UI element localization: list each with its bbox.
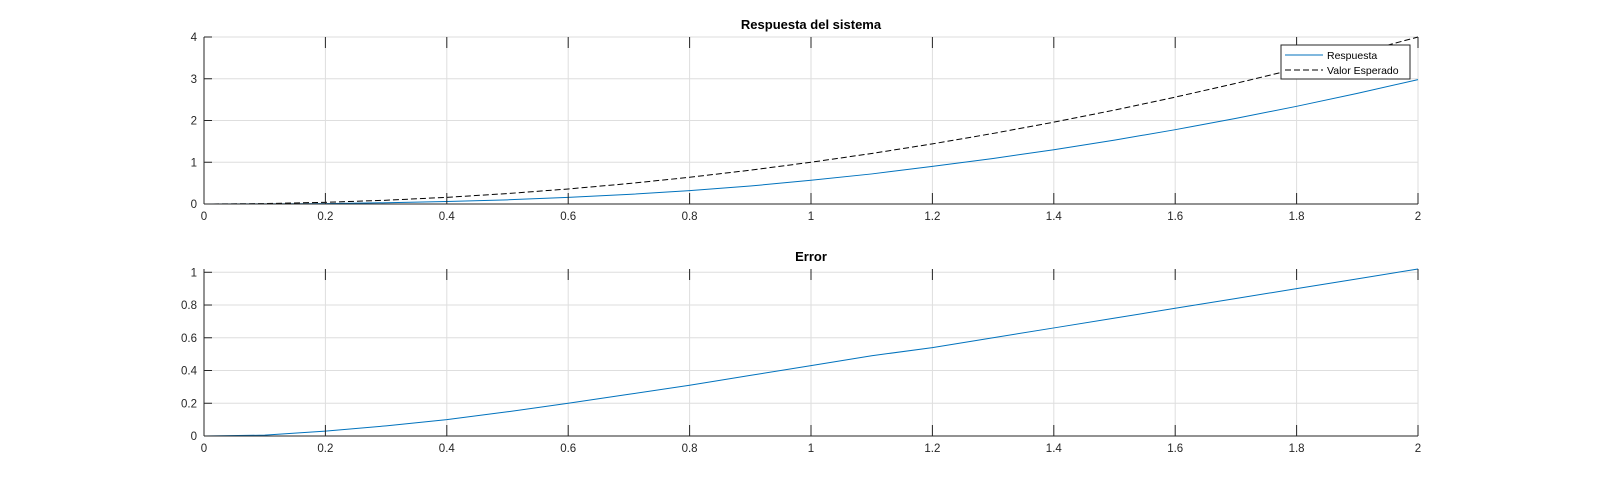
y-tick-label: 1 bbox=[191, 157, 197, 169]
legend-label-valor-esperado: Valor Esperado bbox=[1327, 65, 1399, 77]
plot-lines bbox=[203, 268, 1419, 437]
legend-label-respuesta: Respuesta bbox=[1327, 50, 1377, 62]
y-tick-label: 3 bbox=[191, 74, 197, 86]
y-tick-label: 0 bbox=[191, 431, 197, 443]
x-tick-label: 0.8 bbox=[682, 443, 698, 455]
series-line-respuesta bbox=[203, 79, 1419, 205]
plot-lines bbox=[203, 36, 1419, 205]
x-tick-label: 0.6 bbox=[560, 443, 576, 455]
x-tick-label: 1.2 bbox=[924, 211, 940, 223]
x-tick-label: 1.2 bbox=[924, 443, 940, 455]
axes-frame bbox=[203, 269, 1419, 437]
chart-title: Error bbox=[795, 249, 827, 264]
legend-box bbox=[1280, 44, 1411, 80]
tick-labels: 0 0.2 0.4 0.6 0.8 1 1.2 1.4 1.6 1.8 2 0 1 2 3 4 bbox=[191, 32, 1422, 223]
x-tick-label: 1.4 bbox=[1046, 443, 1063, 455]
x-tick-label: 1.6 bbox=[1167, 211, 1183, 223]
x-tick-label: 1 bbox=[808, 211, 814, 223]
y-tick-label: 4 bbox=[191, 32, 198, 44]
y-tick-label: 2 bbox=[191, 116, 197, 128]
x-tick-label: 1.8 bbox=[1289, 443, 1305, 455]
axes-error: Error 0 0.2 0.4 0.6 0.8 1 1.2 1.4 1.6 1.8 2 0 0.2 0.4… bbox=[181, 249, 1421, 455]
x-tick-label: 1.4 bbox=[1046, 211, 1063, 223]
legend: Respuesta Valor Esperado bbox=[1280, 44, 1411, 80]
axes-frame bbox=[203, 36, 1419, 205]
x-tick-label: 1 bbox=[808, 443, 814, 455]
x-tick-label: 0 bbox=[201, 211, 207, 223]
y-tick-label: 0.4 bbox=[181, 366, 198, 378]
x-tick-label: 0.4 bbox=[439, 211, 456, 223]
series-line-error bbox=[203, 268, 1419, 437]
series-line-valor-esperado bbox=[203, 36, 1419, 205]
y-tick-label: 0.2 bbox=[181, 398, 197, 410]
x-tick-label: 2 bbox=[1415, 443, 1421, 455]
x-tick-label: 1.8 bbox=[1289, 211, 1305, 223]
x-tick-label: 0 bbox=[201, 443, 207, 455]
x-tick-label: 0.4 bbox=[439, 443, 456, 455]
y-tick-label: 0.8 bbox=[181, 300, 197, 312]
x-tick-label: 2 bbox=[1415, 211, 1421, 223]
x-tick-label: 1.6 bbox=[1167, 443, 1183, 455]
y-tick-label: 0 bbox=[191, 199, 197, 211]
x-tick-label: 0.8 bbox=[682, 211, 698, 223]
x-tick-label: 0.2 bbox=[317, 211, 333, 223]
x-tick-label: 0.2 bbox=[317, 443, 333, 455]
tick-labels: 0 0.2 0.4 0.6 0.8 1 1.2 1.4 1.6 1.8 2 0 0.2 0.4 0.6 0.8… bbox=[181, 267, 1421, 455]
y-tick-label: 0.6 bbox=[181, 333, 197, 345]
x-tick-label: 0.6 bbox=[560, 211, 576, 223]
axes-respuesta-del-sistema: Respuesta del sistema 0 0.2 0.4 0.6 0.8 1 1.2 1… bbox=[191, 17, 1422, 223]
chart-title: Respuesta del sistema bbox=[741, 17, 882, 32]
y-tick-label: 1 bbox=[191, 267, 197, 279]
